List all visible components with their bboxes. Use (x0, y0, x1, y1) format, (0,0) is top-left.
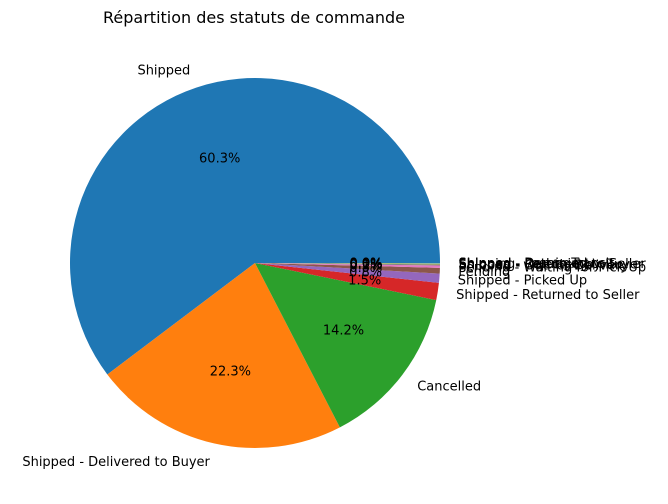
slice-category-label: Pending (458, 265, 510, 280)
slice-percent-label: 0.0% (349, 257, 382, 272)
slice-category-label: Pending - Waiting for Pick Up (459, 261, 647, 276)
pie-slice (255, 263, 440, 274)
slice-percent-label: 0.8% (349, 266, 382, 281)
pie-slice (255, 263, 441, 264)
slice-category-label: Shipping (459, 257, 516, 272)
slice-category-label: Shipped - Picked Up (458, 273, 587, 288)
slice-category-label: Shipped - Out for Delivery (459, 259, 629, 274)
pie-slices (70, 78, 441, 448)
pie-slice (255, 263, 439, 301)
slice-percent-label: 0.1% (349, 258, 382, 273)
pie-slice (255, 263, 440, 283)
slice-percent-label: 0.0% (349, 257, 382, 272)
slice-category-label: Shipped - Delivered to Buyer (22, 455, 210, 470)
slice-category-label: Shipped - Lost in Transit (459, 257, 615, 272)
slice-category-label: Shipped (137, 64, 190, 79)
slice-percent-label: 60.3% (199, 151, 240, 166)
slice-percent-label: 14.2% (323, 324, 364, 339)
pie-slice (70, 78, 441, 375)
pie-slice (255, 263, 440, 266)
pie-slice (255, 263, 440, 268)
slice-category-label: Shipped - Returning to Seller (459, 257, 647, 272)
pie-slice (255, 263, 441, 265)
slice-category-label: Shipped - Damaged (459, 257, 588, 272)
slice-percent-label: 22.3% (210, 365, 251, 380)
slice-category-label: Shipped - Rejected by Buyer (459, 258, 644, 273)
slice-percent-label: 0.5% (349, 261, 382, 276)
slice-percent-label: 0.0% (349, 257, 382, 272)
pie-slice (255, 263, 437, 428)
slice-category-label: Shipped - Returned to Seller (456, 288, 640, 303)
slice-percent-label: 1.5% (348, 274, 381, 289)
slice-percent-label: 0.2% (349, 259, 382, 274)
chart-title: Répartition des statuts de commande (103, 8, 405, 27)
pie-slice (107, 263, 340, 448)
pie-labels: 60.3% Shipped 22.3% Shipped - Delivered to … (22, 64, 646, 470)
slice-percent-label: 0.0% (349, 257, 382, 272)
slice-category-label: Cancelled (417, 379, 481, 394)
slice-percent-label: 0.0% (349, 257, 382, 272)
